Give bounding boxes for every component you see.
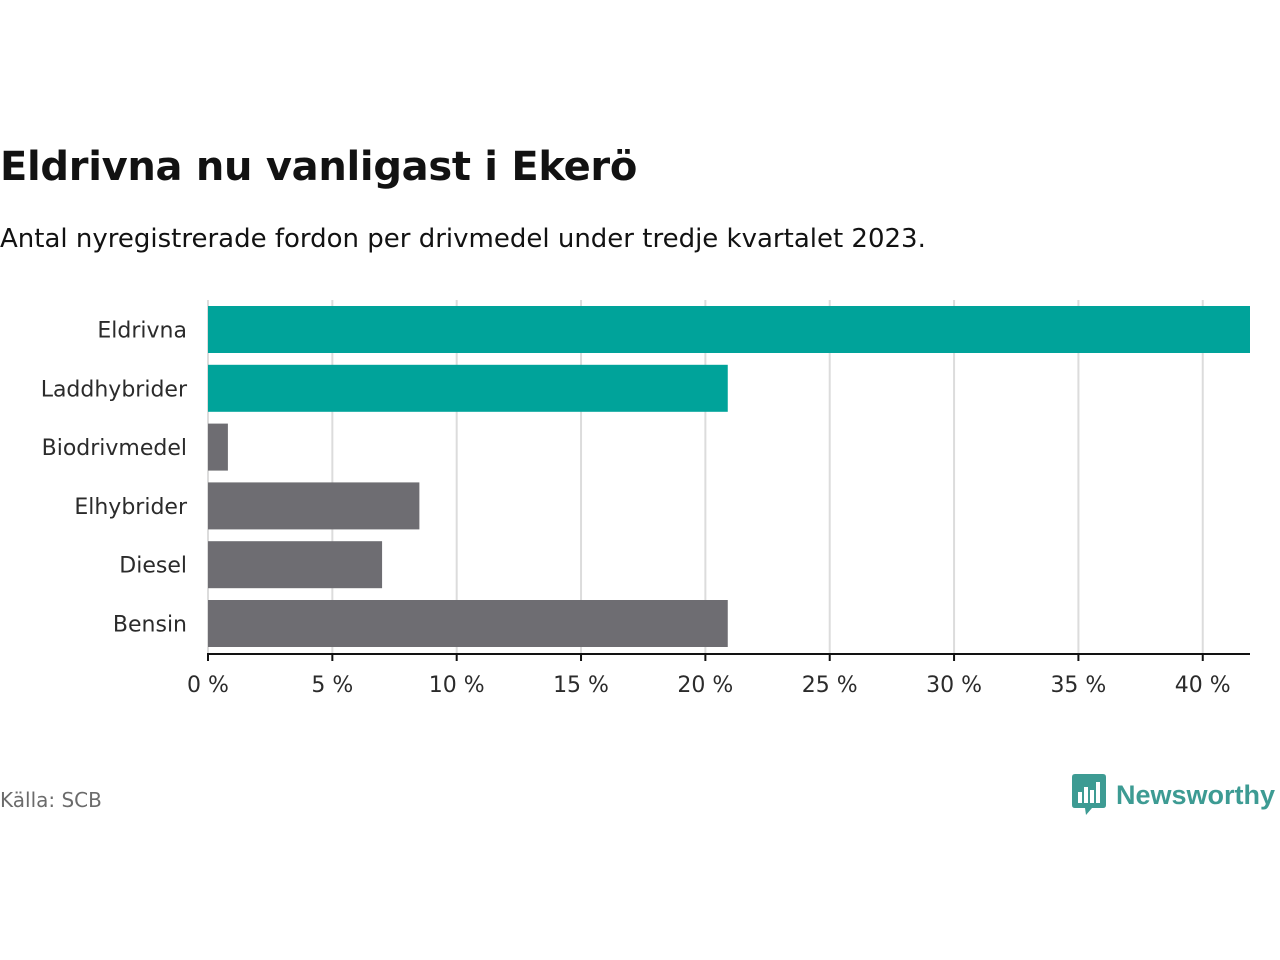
bar-bensin — [208, 600, 728, 647]
bar-elhybrider — [208, 482, 420, 530]
x-tick-label: 0 % — [187, 673, 229, 698]
source-note: Källa: SCB — [0, 788, 102, 812]
brand-name: Newsworthy — [1116, 779, 1276, 810]
x-tick-label: 15 % — [553, 673, 609, 698]
x-tick-label: 25 % — [802, 673, 858, 698]
bar-chart: Eldrivna Laddhybrider Biodrivmedel Elhybrid… — [41, 300, 1250, 698]
bar-laddhybrider — [208, 364, 728, 412]
bar-eldrivna — [208, 306, 1250, 353]
category-label: Laddhybrider — [41, 377, 188, 402]
brand-logo: Newsworthy — [1072, 774, 1275, 816]
chart-subtitle: Antal nyregistrerade fordon per drivmede… — [0, 224, 926, 254]
category-label: Eldrivna — [97, 319, 187, 344]
category-label: Biodrivmedel — [42, 436, 187, 461]
category-label: Elhybrider — [74, 495, 188, 520]
chart-title: Eldrivna nu vanligast i Ekerö — [0, 144, 638, 190]
x-tick-label: 30 % — [926, 673, 982, 698]
bar-diesel — [208, 541, 383, 589]
category-label: Bensin — [113, 613, 187, 638]
x-tick-label: 5 % — [311, 673, 353, 698]
newsworthy-logo-icon — [1072, 774, 1106, 815]
x-tick-label: 35 % — [1050, 673, 1106, 698]
x-tick-label: 40 % — [1175, 673, 1231, 698]
bar-biodrivmedel — [208, 423, 228, 471]
category-labels: Eldrivna Laddhybrider Biodrivmedel Elhybrid… — [41, 319, 188, 638]
x-tick-label: 10 % — [429, 673, 485, 698]
category-label: Diesel — [119, 554, 187, 579]
x-tick-label: 20 % — [677, 673, 733, 698]
x-axis: 0 % 5 % 10 % 15 % 20 % 25 % 30 % 35 % 40 % — [187, 653, 1250, 698]
gridlines — [207, 300, 1204, 654]
bars — [208, 306, 1250, 647]
